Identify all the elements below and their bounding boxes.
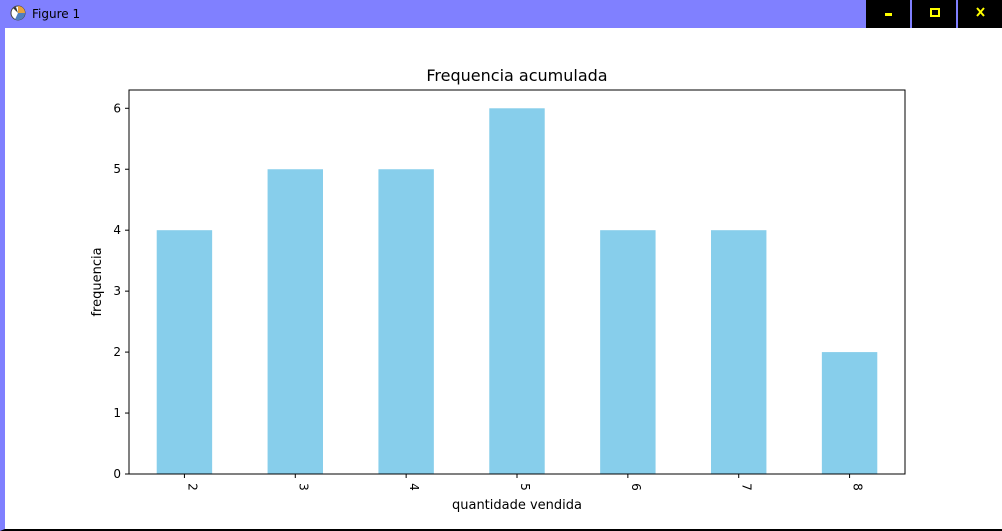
window-titlebar[interactable]: Figure 1 [0,0,1002,28]
x-tick-label: 8 [851,483,865,491]
chart-title: Frequencia acumulada [426,66,607,85]
bar-6 [600,230,656,474]
x-tick-label: 4 [407,483,421,491]
bar-3 [267,169,323,474]
titlebar-separator [956,0,958,28]
bar-layer [156,108,878,475]
maximize-button[interactable] [912,0,956,28]
bar-8 [821,352,878,474]
bar-7 [711,230,767,474]
minimize-icon [885,13,892,16]
figure-app-icon [10,5,26,21]
chart-canvas: 0 1 2 3 4 5 6 2 3 4 5 6 7 8 Frequencia acumulada qua… [90,66,906,513]
y-tick-label: 6 [113,101,121,115]
x-axis-label: quantidade vendida [452,498,582,513]
x-axis-ticks: 2 3 4 5 6 7 8 [183,474,865,491]
x-tick-label: 5 [518,483,532,491]
close-icon [976,7,985,17]
titlebar-separator [910,0,912,28]
x-tick-label: 6 [629,483,643,491]
window-title: Figure 1 [32,7,81,21]
bar-5 [489,108,545,475]
x-tick-label: 7 [740,483,754,491]
y-axis-ticks: 0 1 2 3 4 5 6 [113,101,129,481]
y-tick-label: 2 [113,345,121,359]
y-tick-label: 1 [113,406,121,420]
close-button[interactable] [958,0,1002,28]
y-axis-label: frequencia [90,247,105,316]
y-tick-label: 4 [113,223,121,237]
minimize-button[interactable] [866,0,910,28]
bar-4 [378,169,434,474]
x-tick-label: 2 [185,483,199,491]
maximize-icon [930,8,940,17]
x-tick-label: 3 [296,483,310,491]
bar-2 [156,230,213,474]
y-tick-label: 0 [113,467,121,481]
y-tick-label: 5 [113,162,121,176]
y-tick-label: 3 [113,284,121,298]
